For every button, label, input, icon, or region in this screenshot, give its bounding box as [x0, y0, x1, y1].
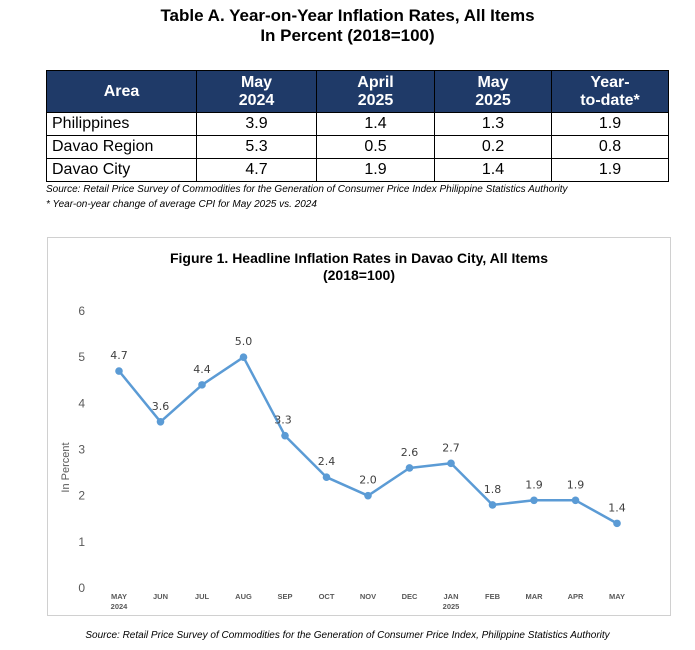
header-april-2025-line2: 2025	[357, 92, 394, 109]
figure-frame	[47, 237, 671, 616]
x-tick-label: SEP	[277, 592, 292, 601]
x-tick-label: NOV	[360, 592, 376, 601]
data-label: 4.4	[193, 363, 211, 376]
data-point	[364, 491, 372, 500]
data-point	[530, 496, 538, 505]
figure-source-note: Source: Retail Price Survey of Commoditi…	[85, 630, 610, 641]
x-tick-label: JUN	[153, 592, 168, 601]
y-tick-label: 3	[78, 443, 85, 457]
header-ytd-line1: Year-	[590, 74, 630, 91]
y-tick-label: 0	[78, 581, 85, 595]
x-tick-sublabel: 2024	[111, 602, 129, 611]
table-title-line1: Table A. Year-on-Year Inflation Rates, A…	[160, 6, 535, 25]
data-point	[322, 473, 331, 481]
cell-may-2025: 1.4	[434, 158, 552, 182]
cell-may-2024: 4.7	[196, 158, 317, 182]
data-label: 3.3	[274, 414, 292, 427]
x-tick-sublabel: 2025	[443, 602, 460, 611]
x-tick-label: JUL	[195, 592, 210, 601]
cell-year-to-date: 1.9	[551, 112, 669, 136]
data-label: 5.0	[235, 335, 253, 348]
y-tick-label: 2	[78, 489, 85, 503]
table-row: Davao Region 5.3 0.5 0.2 0.8	[46, 135, 669, 159]
data-point	[156, 418, 165, 426]
cell-year-to-date: 0.8	[551, 135, 669, 159]
chart-title-line1: Figure 1. Headline Inflation Rates in Da…	[169, 250, 549, 266]
chart-subtitle: (2018=100)	[322, 267, 395, 283]
x-tick-label: JAN	[443, 592, 458, 601]
cell-april-2025: 1.4	[316, 112, 435, 136]
data-label: 1.4	[608, 501, 626, 514]
data-label: 2.4	[318, 455, 336, 468]
header-may-2025-line2: 2025	[475, 92, 511, 109]
row-area: Davao Region	[46, 135, 197, 159]
y-tick-label: 4	[78, 396, 85, 410]
y-tick-label: 5	[78, 350, 85, 364]
y-tick-label: 1	[78, 535, 85, 549]
x-tick-label: DEC	[402, 592, 418, 601]
header-april-2025: April 2025	[316, 70, 435, 113]
inflation-table: Area May 2024 April 2025 May 2025 Year-to-d…	[46, 70, 669, 182]
x-tick-label: OCT	[319, 592, 335, 601]
data-point	[405, 464, 414, 472]
cell-year-to-date: 1.9	[551, 158, 669, 182]
data-label: 2.6	[401, 446, 419, 459]
data-point	[198, 381, 206, 389]
header-may-2025: May 2025	[434, 70, 552, 113]
data-label: 1.9	[525, 478, 543, 491]
x-tick-label: FEB	[485, 592, 501, 601]
header-ytd-line2: to-date*	[580, 92, 640, 109]
table-source-note: Source: Retail Price Survey of Commoditi…	[46, 184, 568, 195]
cell-april-2025: 1.9	[316, 158, 435, 182]
data-point	[239, 353, 248, 361]
cell-may-2025: 1.3	[434, 112, 552, 136]
y-tick-label: 6	[78, 304, 85, 318]
data-point	[488, 501, 497, 509]
header-area-label: Area	[103, 83, 140, 100]
data-point	[115, 367, 123, 375]
cell-may-2024: 5.3	[196, 135, 317, 159]
y-axis-label: In Percent	[60, 442, 72, 492]
header-may-2024: May 2024	[196, 70, 317, 113]
x-tick-label: APR	[568, 592, 584, 601]
row-area: Philippines	[46, 112, 197, 136]
data-point	[281, 431, 289, 440]
x-tick-label: MAY	[609, 592, 625, 601]
data-label: 2.7	[442, 441, 460, 454]
table-header-row: Area May 2024 April 2025 May 2025 Year-to-d…	[46, 70, 669, 113]
data-label: 4.7	[110, 349, 128, 362]
data-point	[571, 496, 580, 505]
data-label: 2.0	[359, 474, 377, 487]
data-label: 1.9	[567, 478, 585, 491]
header-may-2025-line1: May	[477, 74, 509, 91]
header-area: Area	[46, 70, 197, 113]
chart-title: Figure 1. Headline Inflation Rates in Da…	[47, 250, 671, 284]
table-footnote: * Year-on-year change of average CPI for…	[46, 199, 317, 210]
table-title-line2: In Percent (2018=100)	[260, 26, 435, 45]
data-label: 1.8	[484, 483, 502, 496]
header-may-2024-line1: May	[240, 74, 273, 91]
x-tick-label: MAR	[525, 592, 543, 601]
header-april-2025-line1: April	[357, 74, 394, 91]
header-year-to-date: Year-to-date*	[551, 70, 669, 113]
header-may-2024-line2: 2024	[238, 92, 275, 109]
x-tick-label: MAY	[111, 592, 127, 601]
table-row: Philippines 3.9 1.4 1.3 1.9	[46, 112, 669, 136]
row-area: Davao City	[46, 158, 197, 182]
table-row: Davao City 4.7 1.9 1.4 1.9	[46, 158, 669, 182]
data-label: 3.6	[152, 400, 170, 413]
data-point	[447, 459, 455, 468]
cell-may-2024: 3.9	[196, 112, 317, 136]
x-tick-label: AUG	[235, 592, 252, 601]
table-title: Table A. Year-on-Year Inflation Rates, A…	[0, 6, 695, 46]
cell-april-2025: 0.5	[316, 135, 435, 159]
cell-may-2025: 0.2	[434, 135, 552, 159]
data-point	[613, 519, 621, 528]
